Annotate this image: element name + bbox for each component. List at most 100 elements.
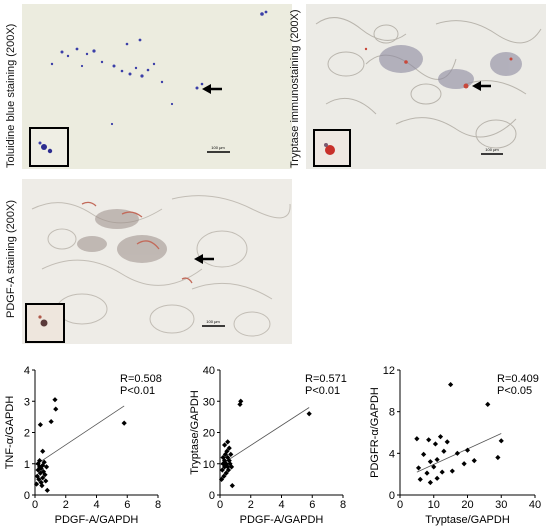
x-axis-label: Tryptase/GAPDH [425, 514, 510, 526]
data-point [223, 461, 229, 467]
data-point [421, 451, 427, 457]
data-point [225, 439, 231, 445]
data-point [220, 454, 226, 461]
x-tick-label: 30 [495, 499, 507, 511]
data-point [38, 465, 44, 472]
data-point [53, 406, 59, 412]
data-point [37, 464, 43, 470]
y-tick-label: 8 [389, 407, 395, 419]
data-point [415, 465, 422, 471]
stat-annotation: R=0.409 [497, 373, 539, 385]
data-point [40, 462, 46, 468]
stat-annotation: R=0.571 [305, 373, 347, 385]
tryptase-micrograph: 100 μm [306, 4, 546, 169]
data-point [437, 434, 444, 440]
data-point [37, 422, 43, 428]
data-point [434, 456, 440, 463]
data-point [225, 467, 232, 473]
x-tick-label: 20 [461, 499, 473, 511]
toluidine-label: Toluidine blue staining (200X) [5, 23, 17, 168]
x-tick-label: 10 [428, 499, 440, 511]
data-point [461, 461, 467, 467]
y-tick-label: 4 [389, 448, 395, 460]
x-tick-label: 4 [93, 499, 99, 511]
x-tick-label: 0 [217, 499, 223, 511]
data-point [35, 467, 41, 473]
data-point [434, 475, 440, 481]
data-point [221, 473, 227, 479]
x-tick-label: 2 [63, 499, 69, 511]
x-tick-label: 2 [248, 499, 254, 511]
y-tick-label: 12 [383, 365, 395, 377]
data-point [431, 464, 437, 470]
data-point [238, 398, 244, 404]
x-tick-label: 6 [124, 499, 130, 511]
x-tick-label: 0 [397, 499, 403, 511]
data-point [36, 476, 42, 482]
toluidine-scalebar: 100 μm [211, 145, 225, 150]
data-point [414, 436, 420, 442]
tryptase-label: Tryptase immunostaining (200X) [289, 9, 301, 168]
pdgfa-micrograph: 100 μm [22, 179, 292, 344]
data-point [38, 479, 44, 486]
stat-annotation: P<0.05 [497, 385, 532, 397]
data-point [40, 448, 46, 454]
data-point [48, 418, 54, 425]
data-point [417, 476, 423, 482]
data-point [439, 469, 445, 475]
data-point [35, 461, 41, 467]
data-point [225, 454, 231, 461]
data-point [222, 442, 228, 448]
x-axis-label: PDGF-A/GAPDH [55, 514, 139, 526]
data-point [40, 468, 47, 475]
tryptase-image: 100 μm [306, 4, 546, 169]
data-point [441, 448, 447, 454]
data-point [224, 448, 230, 454]
data-point [444, 439, 450, 445]
data-point [43, 464, 50, 470]
data-point [52, 397, 58, 403]
y-tick-label: 0 [389, 490, 395, 502]
data-point [43, 478, 49, 484]
x-tick-label: 4 [278, 499, 284, 511]
tryptase-scalebar: 100 μm [485, 147, 499, 152]
data-point [427, 479, 433, 486]
data-point [41, 459, 47, 465]
data-point [40, 475, 46, 481]
y-tick-label: 4 [24, 365, 30, 377]
data-point [218, 476, 225, 482]
data-point [228, 451, 234, 457]
pdgfa-image: 100 μm [22, 179, 292, 344]
x-tick-label: 8 [340, 499, 346, 511]
y-axis-label: PDGFR-α/GAPDH [370, 387, 381, 478]
scatter-chart-1: 0 2 4 6 8 0 1 2 3 4 PDGF-A/GAPDH TNF-α/GAPDH R=0.508… [4, 365, 162, 526]
scatter-chart-3: 0 10 20 30 40 0 4 8 12 Tryptase/GAPDH PDGFR-α/GAPD… [369, 365, 541, 526]
data-point [227, 461, 233, 467]
data-point [427, 459, 433, 465]
data-point [426, 437, 432, 443]
scatter-tryptase-vs-pdgfa: 0 2 4 6 8 0 10 20 30 40 PDGF-A/GAPDH Tryptase/GAPDH… [185, 362, 365, 527]
data-point [42, 472, 48, 478]
x-tick-label: 8 [155, 499, 161, 511]
y-tick-label: 0 [24, 490, 30, 502]
data-point [226, 445, 232, 451]
y-tick-label: 0 [209, 490, 215, 502]
data-point [220, 461, 226, 467]
scatter-tnf-vs-pdgfa: 0 2 4 6 8 0 1 2 3 4 PDGF-A/GAPDH TNF-α/GAPDH R=0.508… [0, 362, 180, 527]
data-point [33, 481, 40, 487]
pdgfa-label: PDGF-A staining (200X) [5, 200, 17, 318]
y-tick-label: 3 [24, 396, 30, 408]
data-point [432, 441, 439, 447]
toluidine-micrograph: 100 μm [22, 4, 292, 169]
data-point [448, 381, 454, 388]
data-point [228, 464, 235, 470]
data-point [306, 411, 312, 417]
stat-annotation: P<0.01 [120, 385, 155, 397]
y-axis-label: TNF-α/GAPDH [4, 396, 16, 470]
trend-line [219, 407, 310, 466]
data-point [498, 438, 504, 444]
data-point [424, 470, 430, 476]
y-tick-label: 30 [203, 396, 215, 408]
x-tick-label: 6 [309, 499, 315, 511]
data-point [225, 464, 231, 470]
